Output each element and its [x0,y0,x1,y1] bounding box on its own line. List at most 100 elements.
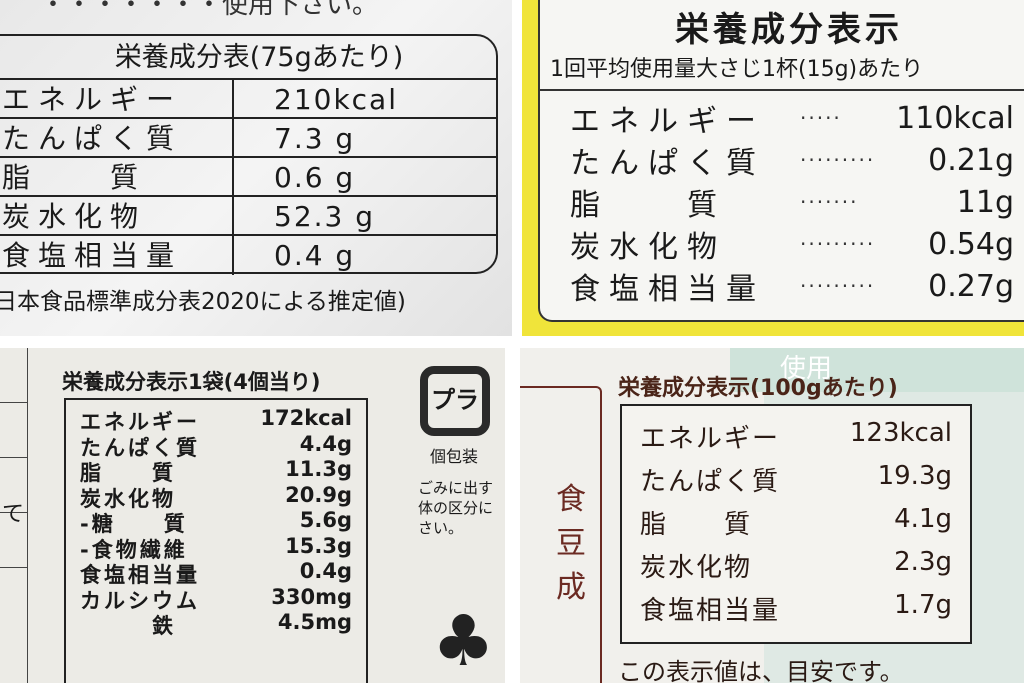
leader-dots: ········· [800,148,876,172]
nutrient-name: 食塩相当量 [80,563,200,587]
table-row: エネルギー ····· 110kcal [540,97,1024,140]
nutrition-table: 栄養成分表示 1回平均使用量大さじ1杯(15g)あたり エネルギー ····· 11… [538,0,1024,322]
nutrient-value: 4.1g [894,504,952,534]
nutrient-value: 210kcal [274,83,398,116]
side-text: 食 豆 成 [556,478,586,610]
disposal-line: さい。 [418,519,464,537]
nutrient-name: エネルギー [640,424,781,454]
nutrient-name: 食塩相当量 [0,236,234,275]
table-row: 炭水化物 ········· 0.54g [540,223,1024,266]
nutrition-table: エネルギー 123kcal たんぱく質 19.3g 脂 質 4.1g 炭水化物 2.3g 食塩相… [620,404,972,644]
leader-dots: ········· [800,274,876,298]
nutrient-name: 炭水化物 [640,553,753,583]
table-row: -糖 質 5.6g [80,508,352,536]
table-row: 脂 質 0.6 g [0,158,496,197]
table-row: エネルギー 123kcal [640,418,952,461]
table-row: 炭水化物 20.9g [80,482,352,511]
side-char: 豆 [556,526,586,561]
nutrient-value: 11.3g [285,457,352,481]
nutrient-name: エネルギー [570,104,765,139]
nutrient-value: 4.4g [299,431,352,456]
nutrient-value: 1.7g [894,590,952,620]
nutrition-label-photo-1: ・・・・・・・使用下さい。 栄養成分表(75gあたり) エネルギー 210kcal… [0,0,512,336]
nutrition-label-photo-3: て 栄養成分表示1袋(4個当り) エネルギー 172kcal たんぱく質 4.4g 脂 … [0,348,505,683]
nutrient-value: 7.3 g [274,122,356,155]
leader-dots: ········· [800,232,876,256]
recycle-label: 個包装 [430,447,479,466]
nutrient-value: 0.27g [928,268,1014,304]
nutrient-value: 0.4g [299,559,352,583]
nutrition-table: 栄養成分表(75gあたり) エネルギー 210kcal たんぱく質 7.3 g 脂 質 0… [0,34,498,275]
nutrient-name: 食塩相当量 [570,272,765,307]
table-row: カルシウム 330mg [80,584,352,613]
nutrient-name: 炭水化物 [570,230,726,265]
table-row: 食塩相当量 ········· 0.27g [540,265,1024,308]
leader-dots: ······· [800,190,859,214]
nutrient-value: 0.4 g [274,239,356,272]
side-text: て [2,502,25,527]
nutrient-name: 脂 質 [640,510,753,540]
table-title: 栄養成分表示(100gあたり) [618,376,898,401]
table-row: エネルギー 210kcal [0,80,496,119]
table-row: 食塩相当量 1.7g [640,590,952,633]
nutrient-name: 鉄 [80,614,176,638]
table-subtitle: 1回平均使用量大さじ1杯(15g)あたり [540,51,1024,91]
nutrition-label-photo-4: 使用 食 豆 成 栄養成分表示(100gあたり) エネルギー 123kcal たんぱ… [520,348,1024,683]
nutrient-value: 2.3g [894,547,952,577]
table-row: 炭水化物 2.3g [640,547,952,590]
table-row: たんぱく質 ········· 0.21g [540,139,1024,182]
nutrient-name: 炭水化物 [0,197,234,234]
nutrient-name: 脂 質 [570,188,726,223]
table-row: 脂 質 4.1g [640,504,952,547]
disposal-text: ごみに出す 体の区分に さい。 [418,478,505,538]
table-row: 食塩相当量 0.4 g [0,236,496,275]
nutrient-name: たんぱく質 [0,119,234,156]
side-char: 成 [556,570,586,605]
nutrient-value: 19.3g [877,461,952,491]
table-title: 栄養成分表示 [675,10,903,50]
table-title: 栄養成分表(75gあたり) [0,36,496,80]
top-text: ・・・・・・・使用下さい。 [40,0,379,20]
nutrient-value: 110kcal [896,100,1014,136]
table-row: エネルギー 172kcal [80,406,352,434]
nutrient-value: 123kcal [849,418,952,448]
nutrient-value: 11g [956,184,1014,220]
table-row: 食塩相当量 0.4g [80,559,352,587]
table-row: 脂 質 ······· 11g [540,181,1024,224]
nutrient-name: たんぱく質 [640,467,781,497]
side-char: 食 [556,482,586,517]
nutrient-value: 52.3 g [274,200,376,233]
nutrition-table: エネルギー 172kcal たんぱく質 4.4g 脂 質 11.3g 炭水化物 20.9g -糖… [64,398,368,683]
side-frame [520,386,602,683]
plastic-recycle-icon: プラ [420,366,490,436]
nutrient-name: 食塩相当量 [640,596,781,626]
table-row: たんぱく質 7.3 g [0,119,496,158]
footer-text: この表示値は、目安です。 [618,658,904,683]
table-note: 日本食品標準成分表2020による推定値) [0,289,406,315]
nutrient-value: 172kcal [260,406,352,430]
nutrient-name: たんぱく質 [570,146,765,181]
background-text: 使用 [730,348,1024,392]
nutrient-value: 15.3g [285,533,352,558]
table-row: 脂 質 11.3g [80,457,352,485]
side-lines [0,348,28,683]
nutrient-name: -糖 質 [80,512,188,536]
table-row: 鉄 4.5mg [80,610,352,638]
nutrient-name: 脂 質 [0,158,234,195]
nutrient-name: カルシウム [80,588,200,613]
table-row: たんぱく質 4.4g [80,431,352,460]
nutrient-value: 0.6 g [274,161,356,194]
nutrient-name: エネルギー [0,80,234,117]
nutrient-value: 20.9g [285,482,352,507]
nutrient-name: エネルギー [80,410,200,434]
disposal-line: ごみに出す [418,479,494,497]
nutrient-name: 脂 質 [80,461,176,485]
nutrient-value: 0.21g [928,142,1014,178]
nutrient-value: 4.5mg [277,610,352,634]
nutrition-label-photo-2: 栄養成分表示 1回平均使用量大さじ1杯(15g)あたり エネルギー ····· 11… [522,0,1024,336]
nutrient-value: 330mg [271,584,352,609]
table-title: 栄養成分表示1袋(4個当り) [62,370,321,394]
table-row: 炭水化物 52.3 g [0,197,496,236]
nutrient-value: 5.6g [299,508,352,532]
table-row: たんぱく質 19.3g [640,461,952,504]
